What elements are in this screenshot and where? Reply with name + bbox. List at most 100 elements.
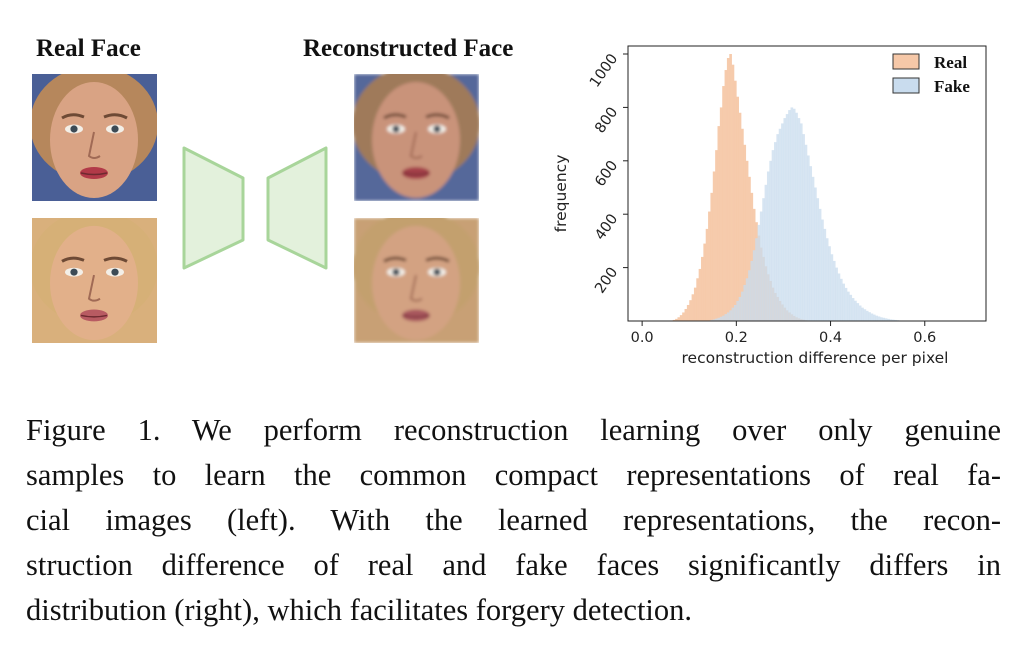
histogram-bar-fake [755, 238, 758, 321]
histogram-bar-fake [792, 108, 796, 321]
histogram-bar-fake [868, 312, 871, 321]
histogram-bar-fake [795, 112, 798, 321]
histogram-bar-fake [816, 198, 820, 321]
histogram-bar-fake [875, 315, 878, 321]
histogram-bar-real [726, 58, 730, 322]
reconstructed-face-image-bottom [354, 218, 479, 343]
histogram-bar-fake [778, 128, 782, 321]
histogram-bar-fake [851, 298, 855, 321]
encoder-trapezoid [182, 146, 245, 270]
histogram-bar-fake [776, 134, 780, 321]
histogram-bar-fake [823, 228, 827, 321]
histogram-bar-fake [719, 316, 723, 321]
histogram-bar-real [708, 211, 711, 321]
histogram-chart: 0.0 0.2 0.4 0.6 200 400 600 800 1000 reconstruct… [552, 45, 987, 367]
histogram-bar-real [703, 243, 707, 321]
y-tick-label: 600 [592, 158, 621, 190]
histogram-bar-real [736, 96, 739, 322]
histogram-bar-fake [715, 318, 718, 321]
histogram-bar-fake [788, 110, 791, 321]
histogram-bar-fake [748, 270, 751, 321]
histogram-bar-real [679, 315, 683, 321]
histogram-bar-fake [828, 246, 831, 321]
histogram-bar-fake [724, 314, 728, 321]
histogram-bar-real [712, 171, 716, 321]
legend: Real Fake [892, 53, 970, 96]
histogram-bar-fake [783, 118, 787, 322]
caption-line: Figure 1. We perform reconstruction lear… [26, 413, 1001, 447]
x-tick-label: 0.2 [725, 330, 748, 346]
histogram-bar-real [684, 308, 688, 321]
histogram-bar-fake [717, 317, 721, 321]
histogram-bar-fake [743, 284, 747, 321]
histogram-bar-real [722, 86, 725, 321]
histogram-bar-fake [738, 296, 742, 321]
autoencoder-diagram [182, 146, 328, 270]
histogram-bar-fake [847, 291, 850, 321]
x-tick-label: 0.4 [819, 330, 842, 346]
histogram-bar-real [686, 304, 690, 321]
histogram-bar-fake [729, 310, 732, 321]
legend-swatch-fake [892, 77, 920, 94]
histogram-bar-fake [877, 316, 881, 321]
y-tick-label: 1000 [587, 51, 621, 90]
histogram-bar-fake [781, 123, 784, 321]
real-face-image-top [32, 74, 157, 201]
histogram-bar-real [743, 144, 747, 321]
histogram-bar-fake [759, 211, 763, 321]
histogram-bar-real [717, 126, 721, 322]
histogram-bar-fake [861, 307, 864, 321]
histogram-bar-fake [880, 317, 883, 321]
histogram-bar-fake [837, 273, 841, 321]
legend-label-fake: Fake [934, 77, 970, 96]
histogram-bar-real [691, 294, 695, 321]
histogram-bar-fake [807, 155, 810, 321]
figure-caption: Figure 1. We perform reconstruction lear… [26, 408, 1001, 633]
histogram-bar-fake [809, 166, 813, 321]
histogram-bar-real [705, 228, 709, 321]
histogram-bar-real [724, 70, 728, 321]
histogram-bar-fake [872, 314, 876, 321]
histogram-bar-fake [839, 278, 843, 321]
decoder-trapezoid [266, 146, 328, 270]
x-tick-label: 0.6 [913, 330, 936, 346]
histogram-bar-real [682, 312, 685, 321]
histogram-bar-fake [712, 319, 716, 321]
histogram-bar-fake [849, 294, 853, 321]
histogram-bar-fake [830, 254, 834, 321]
x-axis-label: reconstruction difference per pixel [682, 349, 949, 367]
x-tick-label: 0.0 [631, 330, 654, 346]
histogram-bar-real [701, 256, 704, 321]
real-face-image-bottom [32, 218, 157, 343]
histogram-bar-fake [891, 319, 895, 321]
histogram-bar-fake [818, 208, 822, 321]
histogram-bar-real [748, 176, 751, 321]
histogram-bar-fake [844, 287, 848, 321]
histogram-bar-real [733, 80, 737, 321]
histogram-bar-real [731, 64, 735, 321]
histogram-bar-fake [811, 176, 815, 321]
histogram-bar-fake [870, 313, 874, 321]
caption-line: samples to learn the common compact repr… [26, 458, 1001, 492]
histogram-bar-fake [858, 305, 862, 321]
histogram-bar-fake [799, 123, 803, 321]
histogram-bar-fake [842, 283, 845, 321]
legend-label-real: Real [934, 53, 967, 72]
caption-line: cial images (left). With the learned rep… [26, 503, 1001, 537]
histogram-bar-fake [825, 238, 829, 321]
histogram-bar-fake [887, 318, 890, 321]
histogram-bar-fake [882, 317, 886, 321]
histogram-bar-fake [790, 107, 794, 321]
histogram-bar-fake [821, 219, 824, 321]
histogram-bar-fake [762, 198, 765, 321]
histogram-bar-fake [802, 134, 805, 321]
histogram-bar-fake [750, 260, 754, 321]
histogram-bar-fake [771, 150, 775, 321]
reconstructed-face-image-top [354, 74, 479, 201]
y-tick-label: 200 [592, 265, 621, 297]
histogram-bar-real [672, 319, 676, 321]
histogram-bar-fake [889, 319, 893, 321]
histogram-bar-fake [766, 171, 770, 321]
histogram-bar-fake [741, 291, 744, 321]
histogram-bar-fake [731, 307, 735, 321]
